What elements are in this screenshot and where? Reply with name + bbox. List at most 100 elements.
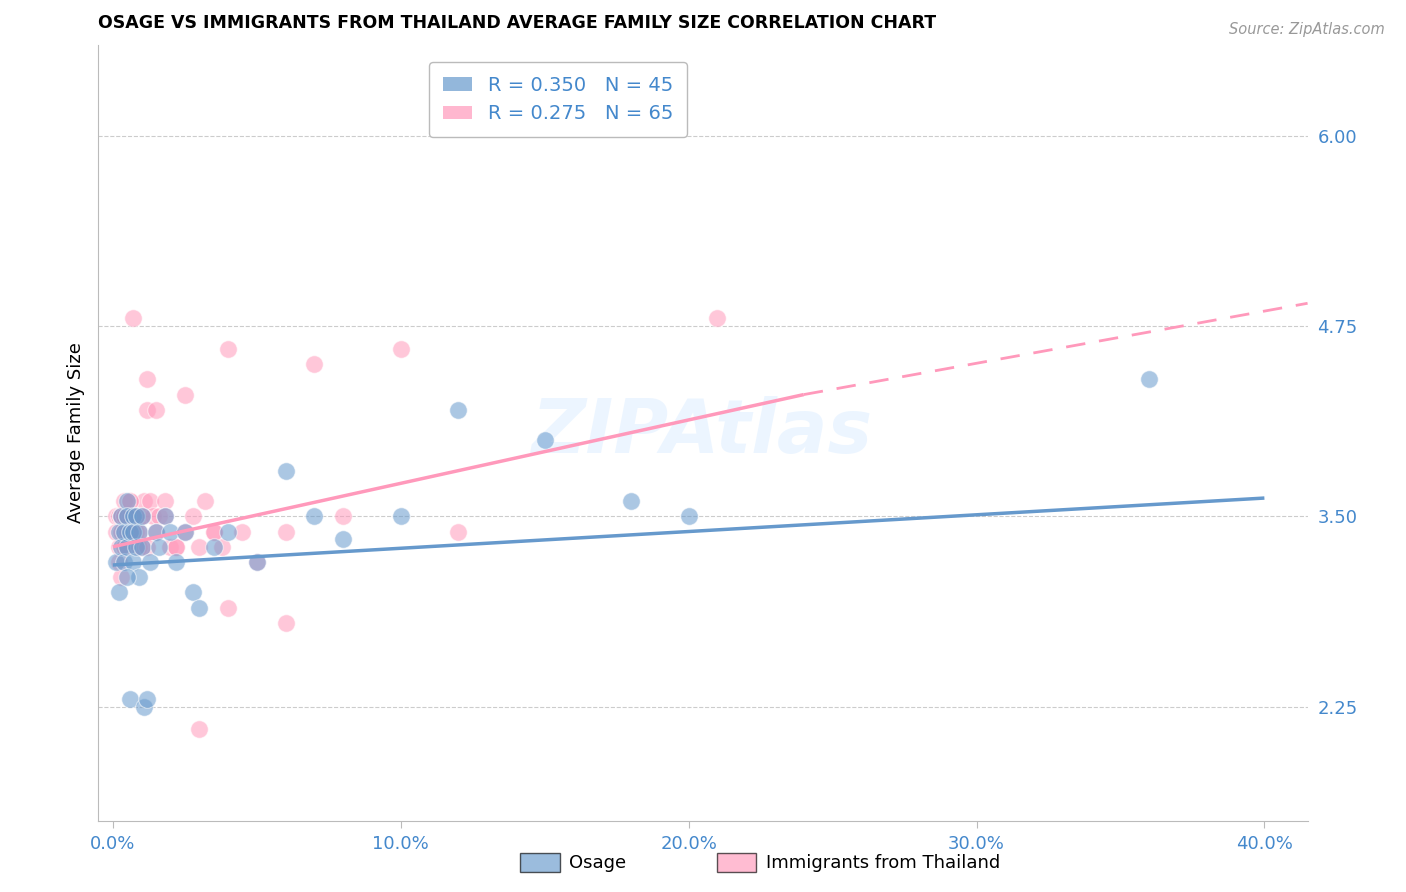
Point [389, 509, 412, 524]
Point [153, 494, 176, 508]
Point [125, 509, 148, 524]
Point [678, 509, 700, 524]
Point [139, 494, 162, 508]
Y-axis label: Average Family Size: Average Family Size [66, 343, 84, 523]
Point [110, 509, 132, 524]
Point [142, 509, 165, 524]
Point [246, 555, 269, 569]
Point [706, 311, 728, 326]
Point [136, 540, 159, 554]
Point [202, 524, 225, 539]
Point [202, 524, 225, 539]
Point [194, 494, 217, 508]
Point [159, 540, 181, 554]
Point [274, 524, 297, 539]
Point [246, 555, 269, 569]
Point [148, 540, 170, 554]
Point [165, 540, 187, 554]
Point [110, 524, 132, 539]
Point [120, 692, 142, 706]
Point [120, 524, 142, 539]
Point [112, 555, 135, 569]
Point [110, 540, 132, 554]
Point [139, 555, 162, 569]
Point [188, 600, 211, 615]
Point [115, 524, 138, 539]
Point [104, 524, 127, 539]
Point [165, 540, 187, 554]
Point [112, 509, 135, 524]
Point [304, 509, 326, 524]
Text: Immigrants from Thailand: Immigrants from Thailand [766, 854, 1001, 871]
Point [125, 509, 148, 524]
Point [120, 494, 142, 508]
Point [104, 509, 127, 524]
Point [122, 509, 145, 524]
Point [173, 524, 195, 539]
Point [274, 615, 297, 630]
Point [120, 524, 142, 539]
Point [125, 524, 148, 539]
Point [128, 540, 150, 554]
Point [145, 402, 167, 417]
Text: Source: ZipAtlas.com: Source: ZipAtlas.com [1229, 22, 1385, 37]
Point [183, 509, 205, 524]
Point [110, 509, 132, 524]
Point [107, 509, 129, 524]
Point [120, 509, 142, 524]
Point [112, 540, 135, 554]
Point [173, 524, 195, 539]
Point [115, 570, 138, 584]
Point [153, 509, 176, 524]
Point [128, 524, 150, 539]
Point [115, 509, 138, 524]
Point [145, 524, 167, 539]
Point [136, 372, 159, 386]
Text: ZIPAtlas: ZIPAtlas [533, 396, 873, 469]
Point [107, 540, 129, 554]
Legend: R = 0.350   N = 45, R = 0.275   N = 65: R = 0.350 N = 45, R = 0.275 N = 65 [429, 62, 686, 137]
Point [131, 509, 153, 524]
Point [115, 509, 138, 524]
Point [188, 540, 211, 554]
Point [115, 509, 138, 524]
Point [131, 540, 153, 554]
Point [173, 387, 195, 401]
Point [115, 540, 138, 554]
Point [148, 509, 170, 524]
Point [131, 509, 153, 524]
Point [274, 464, 297, 478]
Point [1137, 372, 1160, 386]
Point [128, 524, 150, 539]
Point [202, 540, 225, 554]
Point [159, 524, 181, 539]
Point [122, 509, 145, 524]
Point [107, 524, 129, 539]
Point [125, 540, 148, 554]
Point [533, 434, 555, 448]
Point [107, 585, 129, 599]
Point [134, 494, 156, 508]
Point [136, 402, 159, 417]
Point [107, 555, 129, 569]
Point [125, 509, 148, 524]
Point [110, 509, 132, 524]
Point [153, 509, 176, 524]
Point [136, 692, 159, 706]
Point [447, 524, 470, 539]
Point [122, 524, 145, 539]
Point [231, 524, 253, 539]
Point [115, 540, 138, 554]
Point [120, 494, 142, 508]
Point [620, 494, 643, 508]
Point [104, 555, 127, 569]
Point [131, 540, 153, 554]
Point [304, 357, 326, 371]
Point [165, 555, 187, 569]
Point [447, 402, 470, 417]
Point [122, 524, 145, 539]
Point [112, 524, 135, 539]
Point [131, 509, 153, 524]
Point [115, 494, 138, 508]
Point [122, 311, 145, 326]
